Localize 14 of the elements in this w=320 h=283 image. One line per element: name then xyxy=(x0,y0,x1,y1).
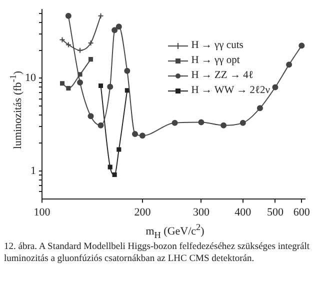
x-tick-label: 400 xyxy=(234,206,252,218)
x-tick-label: 500 xyxy=(266,206,284,218)
legend-label: H → WW → 2ℓ2ν xyxy=(191,84,270,98)
legend-label: H → γγ opt xyxy=(191,54,240,68)
text: 12. ábra. A Standard Modellbeli Higgs-bozon felfedezéséhez szükséges integrált luminozitás a gluonfúziós csatornákban az LHC CMS detektorán. xyxy=(4,241,310,265)
x-tick-label: 100 xyxy=(34,206,51,218)
legend-label: H → ZZ → 4ℓ xyxy=(191,69,254,83)
x-tick-label: 600 xyxy=(293,206,310,218)
y-tick-label: 1 xyxy=(30,164,36,177)
legend-label: H → γγ cuts xyxy=(191,39,244,53)
x-tick-label: 200 xyxy=(134,206,152,218)
y-tick-label: 10 xyxy=(25,72,36,84)
x-axis-title: m$_{H}$ (GeV/c$^{2}$) xyxy=(146,222,204,240)
x-tick-label: 300 xyxy=(192,206,210,218)
